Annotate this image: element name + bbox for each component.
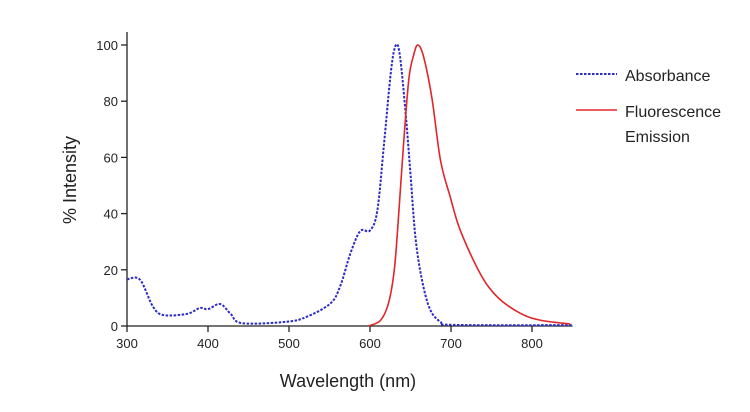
series-line-fluorescence-emission: [368, 44, 571, 327]
x-tick-label: 400: [197, 336, 219, 351]
legend: Absorbance Fluorescence Emission: [576, 68, 721, 146]
x-tick-label: 500: [278, 336, 300, 351]
x-tick-label: 700: [440, 336, 462, 351]
series-line-absorbance: [126, 43, 573, 327]
y-axis-label: % Intensity: [60, 136, 80, 224]
x-tick-label: 300: [116, 336, 138, 351]
y-tick-label: 40: [104, 207, 118, 222]
y-tick-label: 60: [104, 150, 118, 165]
x-tick-label: 800: [521, 336, 543, 351]
legend-label: Fluorescence: [625, 104, 721, 121]
y-tick-label: 0: [111, 319, 118, 334]
x-axis-label: Wavelength (nm): [280, 371, 416, 391]
y-tick-label: 20: [104, 263, 118, 278]
y-tick-label: 100: [96, 38, 118, 53]
legend-label: Emission: [625, 129, 690, 146]
x-tick-label: 600: [359, 336, 381, 351]
axes: 300 400 500 600 700 800 0 20 40 60 80 100: [96, 32, 573, 351]
series-layer: [126, 43, 573, 327]
y-tick-label: 80: [104, 94, 118, 109]
legend-label: Absorbance: [625, 68, 710, 85]
